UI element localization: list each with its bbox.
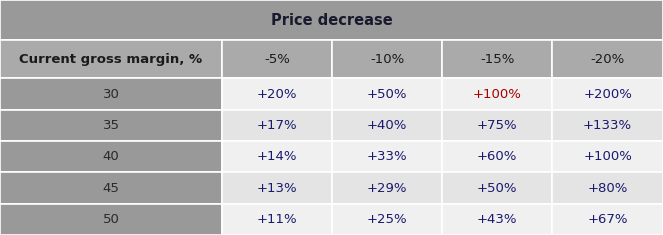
Text: +75%: +75% <box>477 119 518 132</box>
Bar <box>442 141 552 172</box>
Bar <box>0 172 222 204</box>
Bar <box>332 40 442 78</box>
Bar <box>332 141 442 172</box>
Bar <box>442 172 552 204</box>
Bar <box>552 110 663 141</box>
Text: +40%: +40% <box>367 119 407 132</box>
Bar <box>0 141 222 172</box>
Text: +43%: +43% <box>477 213 518 226</box>
Bar <box>0 78 222 110</box>
Text: +33%: +33% <box>367 150 408 163</box>
Text: 45: 45 <box>103 182 119 195</box>
Text: +50%: +50% <box>477 182 518 195</box>
Text: +133%: +133% <box>583 119 633 132</box>
Text: +67%: +67% <box>587 213 628 226</box>
Bar <box>442 204 552 235</box>
Text: +13%: +13% <box>257 182 298 195</box>
Bar <box>0 40 222 78</box>
Text: +80%: +80% <box>587 182 628 195</box>
Text: 50: 50 <box>103 213 119 226</box>
Bar <box>332 172 442 204</box>
Text: Current gross margin, %: Current gross margin, % <box>19 53 203 66</box>
Text: -20%: -20% <box>591 53 625 66</box>
Bar <box>442 110 552 141</box>
Text: 40: 40 <box>103 150 119 163</box>
Text: 30: 30 <box>103 88 119 101</box>
Text: +29%: +29% <box>367 182 408 195</box>
Bar <box>222 78 332 110</box>
Text: +20%: +20% <box>257 88 298 101</box>
Bar <box>552 204 663 235</box>
Bar <box>552 40 663 78</box>
Text: +11%: +11% <box>257 213 298 226</box>
Bar <box>222 110 332 141</box>
Bar <box>332 204 442 235</box>
Text: -15%: -15% <box>480 53 514 66</box>
Bar <box>442 40 552 78</box>
Text: +100%: +100% <box>473 88 522 101</box>
Bar <box>222 40 332 78</box>
Bar <box>222 204 332 235</box>
Bar <box>332 110 442 141</box>
Bar <box>0 110 222 141</box>
Text: Price decrease: Price decrease <box>271 13 392 28</box>
Bar <box>442 78 552 110</box>
Bar <box>552 141 663 172</box>
Bar <box>0 204 222 235</box>
Text: -10%: -10% <box>370 53 404 66</box>
Text: +17%: +17% <box>257 119 298 132</box>
Text: -5%: -5% <box>264 53 290 66</box>
Bar <box>222 141 332 172</box>
Bar <box>332 78 442 110</box>
Bar <box>552 78 663 110</box>
Bar <box>222 172 332 204</box>
Text: +100%: +100% <box>583 150 632 163</box>
Text: +25%: +25% <box>367 213 408 226</box>
Text: 35: 35 <box>103 119 119 132</box>
Text: +50%: +50% <box>367 88 408 101</box>
Bar <box>552 172 663 204</box>
Bar <box>0 0 663 40</box>
Text: +14%: +14% <box>257 150 298 163</box>
Text: +60%: +60% <box>477 150 517 163</box>
Text: +200%: +200% <box>583 88 632 101</box>
